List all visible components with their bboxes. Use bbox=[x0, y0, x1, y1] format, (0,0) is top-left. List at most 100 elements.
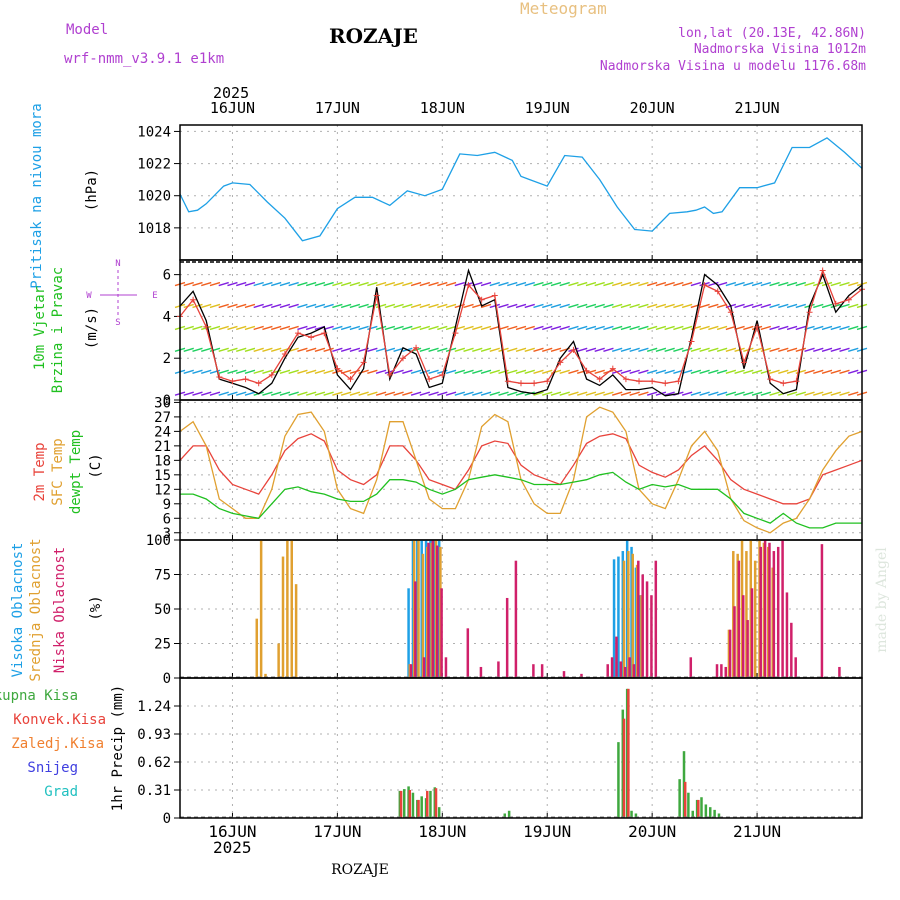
wind-arrow bbox=[480, 303, 492, 309]
wind-arrow bbox=[236, 391, 247, 396]
wind-direction-arrows bbox=[174, 281, 868, 396]
wind-arrow bbox=[340, 391, 352, 396]
wind-arrow bbox=[472, 347, 483, 353]
wind-arrow bbox=[620, 369, 632, 374]
bar bbox=[654, 560, 658, 678]
wind-arrow bbox=[594, 347, 605, 353]
gust-marker bbox=[819, 267, 826, 274]
bar bbox=[704, 804, 708, 818]
bar bbox=[678, 779, 681, 818]
wind-arrow bbox=[542, 347, 553, 353]
y-tick-label: 0.31 bbox=[137, 783, 171, 799]
wind-arrow bbox=[813, 369, 824, 374]
wind-arrow bbox=[218, 369, 229, 374]
wind-arrow bbox=[305, 325, 317, 331]
gust-marker bbox=[609, 365, 616, 372]
wind-arrow bbox=[244, 281, 256, 287]
wind-arrow bbox=[472, 369, 483, 374]
wind-arrow bbox=[393, 391, 404, 396]
wind-arrow bbox=[603, 303, 614, 309]
wind-arrow bbox=[227, 347, 238, 353]
wind-arrow bbox=[305, 347, 317, 353]
gust-marker bbox=[596, 376, 603, 383]
wind-arrow bbox=[288, 391, 299, 396]
bar bbox=[768, 542, 771, 678]
wind-arrow bbox=[437, 347, 448, 353]
wind-arrow bbox=[279, 281, 291, 287]
wind-arrow bbox=[218, 347, 229, 353]
wind-arrow bbox=[209, 391, 221, 396]
bar bbox=[259, 540, 263, 678]
wind-arrow bbox=[524, 281, 535, 287]
wind-arrow bbox=[375, 281, 387, 287]
wind-arrow bbox=[279, 369, 291, 374]
wind-arrow bbox=[550, 303, 562, 309]
wind-arrow bbox=[419, 391, 431, 396]
wind-arrow bbox=[821, 303, 833, 309]
gust-marker bbox=[675, 378, 682, 385]
wind-arrow bbox=[786, 303, 798, 309]
wind-arrow bbox=[594, 369, 605, 374]
wind-arrow bbox=[489, 369, 500, 374]
wind-arrow bbox=[577, 347, 588, 353]
y-tick-label: 6 bbox=[163, 268, 171, 284]
wind-arrow bbox=[550, 391, 562, 396]
wind-arrow bbox=[192, 303, 203, 309]
wind-arrow bbox=[419, 369, 431, 374]
bar bbox=[408, 790, 412, 818]
wind-arrow bbox=[550, 347, 562, 353]
wind-arrow bbox=[725, 369, 737, 374]
wind-unit: (m/s) bbox=[84, 307, 100, 349]
wind-arrow bbox=[297, 391, 308, 396]
cloud-unit: (%) bbox=[88, 595, 104, 620]
wind-arrow bbox=[673, 347, 684, 353]
wind-arrow bbox=[708, 369, 719, 374]
wind-arrow bbox=[489, 347, 500, 353]
bar bbox=[759, 546, 762, 678]
bar bbox=[514, 560, 518, 678]
wind-arrow bbox=[725, 391, 737, 396]
wind-arrow bbox=[524, 347, 535, 353]
gust-marker bbox=[347, 376, 354, 383]
wind-arrow bbox=[708, 281, 719, 287]
wind-arrow bbox=[699, 303, 710, 309]
wind-arrow bbox=[279, 391, 291, 396]
wind-arrow bbox=[498, 391, 509, 396]
year-label-top: 2025 bbox=[213, 84, 249, 102]
gust-marker bbox=[399, 355, 406, 362]
station-title: ROZAJE bbox=[329, 24, 418, 48]
compass-s: S bbox=[115, 318, 120, 328]
wind-arrow bbox=[786, 391, 798, 396]
wind-arrow bbox=[813, 391, 824, 396]
wind-arrow bbox=[795, 391, 806, 396]
wind-arrow bbox=[594, 303, 605, 309]
y-tick-label: 0 bbox=[163, 811, 171, 827]
wind-arrow bbox=[804, 369, 815, 374]
wind-arrow bbox=[646, 281, 658, 287]
gust-marker bbox=[373, 292, 380, 299]
wind-arrow bbox=[244, 369, 256, 374]
wind-arrow bbox=[638, 303, 649, 309]
wind-arrow bbox=[358, 281, 369, 287]
bar bbox=[622, 718, 626, 818]
gust-marker bbox=[281, 351, 288, 358]
wind-arrow bbox=[690, 391, 702, 396]
bar bbox=[617, 742, 620, 818]
gust-marker bbox=[780, 380, 787, 387]
wind-arrow bbox=[786, 369, 798, 374]
series-line bbox=[179, 137, 863, 242]
bar bbox=[421, 553, 425, 678]
y-tick-label: 9 bbox=[163, 497, 171, 513]
wind-arrow bbox=[629, 281, 640, 287]
wind-arrow bbox=[507, 325, 518, 331]
top-day-label: 16JUN bbox=[210, 99, 255, 117]
wind-arrow bbox=[428, 303, 439, 309]
series-line bbox=[179, 268, 863, 397]
wind-arrow bbox=[183, 391, 194, 396]
wind-arrow bbox=[201, 303, 212, 309]
bottom-date-axis: 16JUN 17JUN 18JUN 19JUN 20JUN 21JUN bbox=[208, 822, 781, 841]
bottom-day-label: 19JUN bbox=[523, 822, 571, 841]
wind-arrow bbox=[594, 325, 605, 331]
wind-arrow bbox=[323, 281, 334, 287]
wind-arrow bbox=[795, 369, 806, 374]
